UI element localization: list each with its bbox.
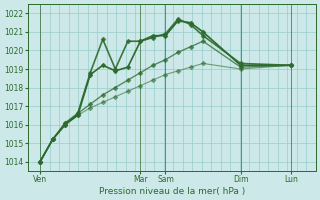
X-axis label: Pression niveau de la mer( hPa ): Pression niveau de la mer( hPa ) — [99, 187, 245, 196]
